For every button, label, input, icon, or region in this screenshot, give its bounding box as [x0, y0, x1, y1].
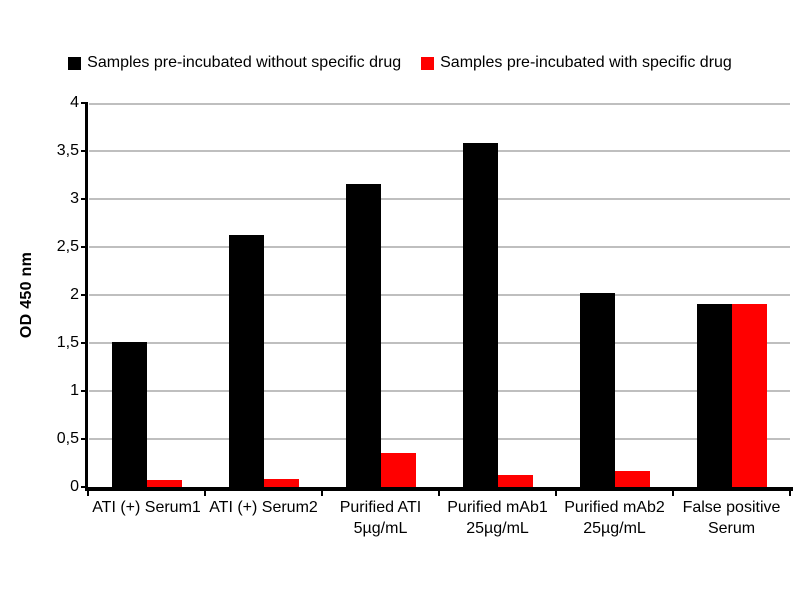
y-tick-mark — [81, 342, 88, 344]
gridline — [89, 246, 790, 248]
gridline — [89, 198, 790, 200]
y-tick-label: 0 — [70, 478, 79, 495]
y-tick-mark — [81, 246, 88, 248]
gridline — [89, 103, 790, 105]
y-tick-label: 3,5 — [56, 142, 79, 159]
legend-swatch-red — [421, 56, 435, 70]
bar-series0-cat3 — [462, 143, 498, 487]
x-category-label: ATI (+) Serum1 — [92, 499, 201, 516]
legend-swatch-black — [68, 56, 82, 70]
x-category-label: ATI (+) Serum2 — [209, 499, 318, 516]
x-tick-mark — [204, 487, 206, 496]
x-tick-mark — [87, 487, 89, 496]
chart-legend: Samples pre-incubated without specific d… — [0, 52, 800, 74]
bar-series0-cat2 — [345, 183, 381, 487]
legend-item: Samples pre-incubated without specific d… — [68, 52, 401, 74]
x-category-label: False positive Serum — [682, 499, 781, 537]
bar-series0-cat4 — [579, 293, 615, 487]
legend-item: Samples pre-incubated with specific drug — [421, 52, 732, 74]
y-tick-label: 1 — [70, 382, 79, 399]
bar-series1-cat2 — [380, 453, 416, 487]
y-tick-label: 3 — [70, 190, 79, 207]
y-axis-line — [85, 103, 88, 491]
gridline — [89, 150, 790, 152]
x-category-label: Purified mAb2 25µg/mL — [564, 499, 665, 537]
y-tick-label: 2 — [70, 286, 79, 303]
x-tick-mark — [321, 487, 323, 496]
x-tick-mark — [555, 487, 557, 496]
gridline — [89, 390, 790, 392]
bar-series1-cat1 — [263, 479, 299, 487]
legend-label: Samples pre-incubated with specific drug — [440, 54, 732, 71]
bar-series0-cat5 — [696, 303, 732, 487]
y-tick-mark — [81, 486, 88, 488]
legend-label: Samples pre-incubated without specific d… — [87, 54, 402, 71]
y-tick-label: 0,5 — [56, 430, 79, 447]
bar-series1-cat5 — [731, 303, 767, 487]
x-tick-mark — [789, 487, 791, 496]
bar-series1-cat4 — [614, 470, 650, 487]
y-tick-mark — [81, 198, 88, 200]
bar-series0-cat0 — [111, 342, 147, 487]
y-tick-mark — [81, 438, 88, 440]
y-tick-mark — [81, 150, 88, 152]
y-tick-label: 4 — [70, 94, 79, 111]
y-tick-mark — [81, 294, 88, 296]
gridline — [89, 342, 790, 344]
plot-area — [88, 103, 790, 487]
x-tick-mark — [438, 487, 440, 496]
bar-series1-cat0 — [146, 480, 182, 487]
y-tick-label: 2,5 — [56, 238, 79, 255]
x-category-label: Purified mAb1 25µg/mL — [447, 499, 548, 537]
gridline — [89, 294, 790, 296]
gridline — [89, 438, 790, 440]
bar-series1-cat3 — [497, 474, 533, 487]
y-tick-mark — [81, 390, 88, 392]
bar-series0-cat1 — [228, 234, 264, 487]
y-tick-label: 1,5 — [56, 334, 79, 351]
x-tick-mark — [672, 487, 674, 496]
x-category-label: Purified ATI 5µg/mL — [339, 499, 422, 537]
y-tick-mark — [81, 102, 88, 104]
